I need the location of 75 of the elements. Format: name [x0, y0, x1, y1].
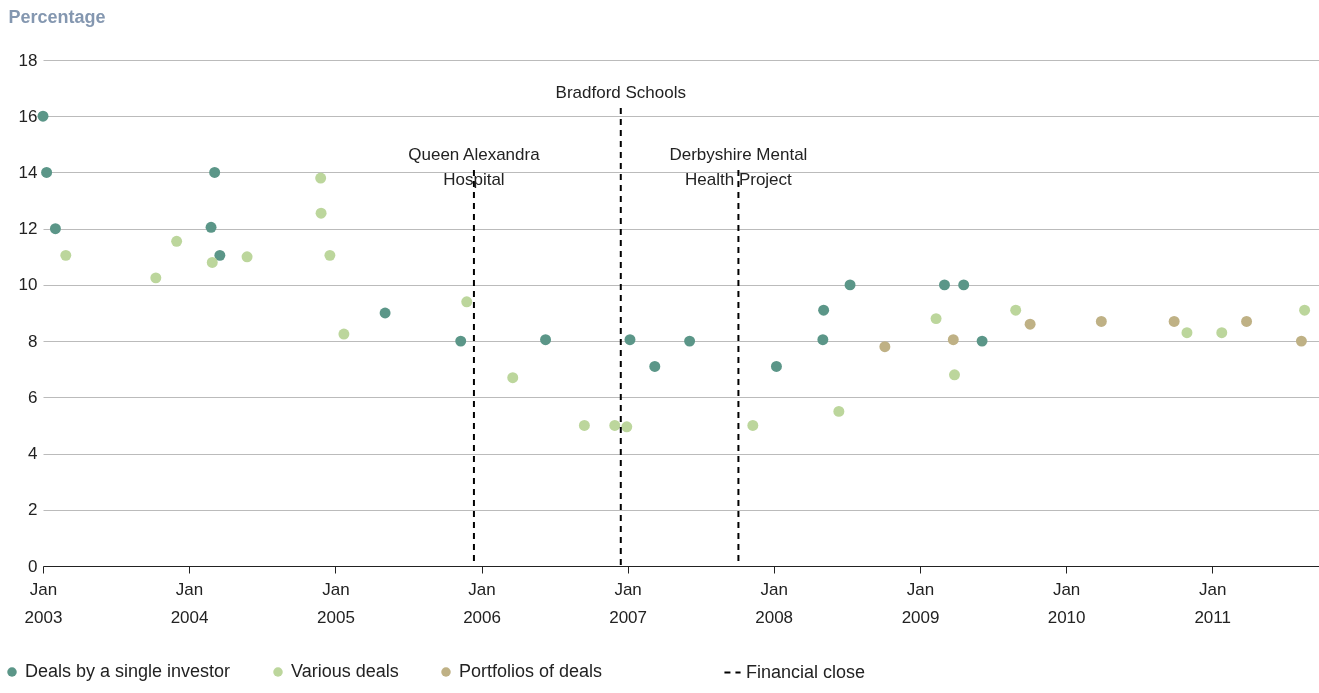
point	[1295, 335, 1307, 347]
ref-line-label: Derbyshire Mental Health Project	[669, 145, 808, 189]
y-tick-label: 10	[18, 275, 38, 295]
point	[879, 341, 891, 353]
point	[206, 256, 218, 268]
ref-line-label: Bradford Schools	[555, 83, 686, 102]
point	[41, 166, 53, 178]
point	[214, 249, 226, 261]
point	[209, 166, 221, 178]
x-tick-label: Jan 2006	[463, 579, 501, 627]
point	[624, 334, 636, 346]
point	[1241, 315, 1253, 327]
point	[324, 249, 336, 261]
point	[455, 335, 467, 347]
point	[37, 110, 49, 122]
point	[461, 296, 473, 308]
point	[958, 279, 970, 291]
legend-label: Deals by a single investor	[25, 661, 231, 681]
point	[939, 279, 950, 291]
y-tick-label: 18	[18, 50, 38, 70]
point	[684, 335, 696, 347]
point	[609, 419, 621, 431]
point	[1299, 304, 1311, 316]
point	[930, 313, 942, 325]
y-tick-label: 14	[18, 162, 38, 182]
point	[338, 328, 350, 340]
x-tick-label: Jan 2010	[1047, 579, 1086, 627]
point	[540, 334, 552, 346]
x-tick-label: Jan 2003	[24, 579, 63, 627]
point	[747, 419, 759, 431]
y-tick-label: 12	[18, 219, 38, 239]
point	[205, 221, 217, 233]
y-tick-label: 16	[18, 106, 38, 126]
legend-label: Various deals	[291, 661, 399, 681]
point	[976, 335, 988, 347]
point	[150, 272, 162, 284]
point	[844, 279, 856, 291]
point	[947, 334, 959, 346]
y-tick-label: 4	[28, 444, 38, 464]
point	[315, 172, 327, 184]
point	[1168, 315, 1180, 327]
y-tick-label: 0	[28, 556, 38, 576]
point	[949, 369, 960, 381]
point	[507, 372, 519, 384]
x-tick-label: Jan 2004	[170, 579, 209, 627]
point	[241, 251, 253, 263]
x-tick-label: Jan 2009	[901, 579, 940, 627]
point	[315, 207, 327, 219]
point	[578, 419, 590, 431]
x-tick-label: Jan 2007	[609, 579, 647, 627]
point	[60, 249, 72, 261]
point	[817, 334, 829, 346]
x-tick-label: Jan 2008	[755, 579, 794, 627]
point	[1216, 327, 1228, 339]
point	[1024, 318, 1036, 330]
text: Financial close	[746, 661, 866, 682]
point	[1010, 304, 1022, 316]
point	[649, 360, 661, 372]
point	[833, 405, 845, 417]
point	[621, 421, 633, 433]
ref-line-label: Queen Alexandra Hospital	[408, 145, 541, 189]
point	[818, 304, 830, 316]
point	[171, 235, 183, 247]
point	[49, 223, 61, 235]
y-tick-label: 6	[28, 387, 38, 407]
point	[1181, 327, 1193, 339]
point	[379, 307, 391, 319]
point	[770, 360, 782, 372]
y-tick-label: 8	[28, 331, 38, 351]
y-axis-title: Percentage	[8, 6, 106, 27]
legend-label: Portfolios of deals	[459, 661, 603, 681]
x-tick-label: Jan 2011	[1194, 579, 1231, 627]
x-tick-label: Jan 2005	[317, 579, 355, 627]
y-tick-label: 2	[28, 500, 38, 520]
point	[1095, 315, 1107, 327]
